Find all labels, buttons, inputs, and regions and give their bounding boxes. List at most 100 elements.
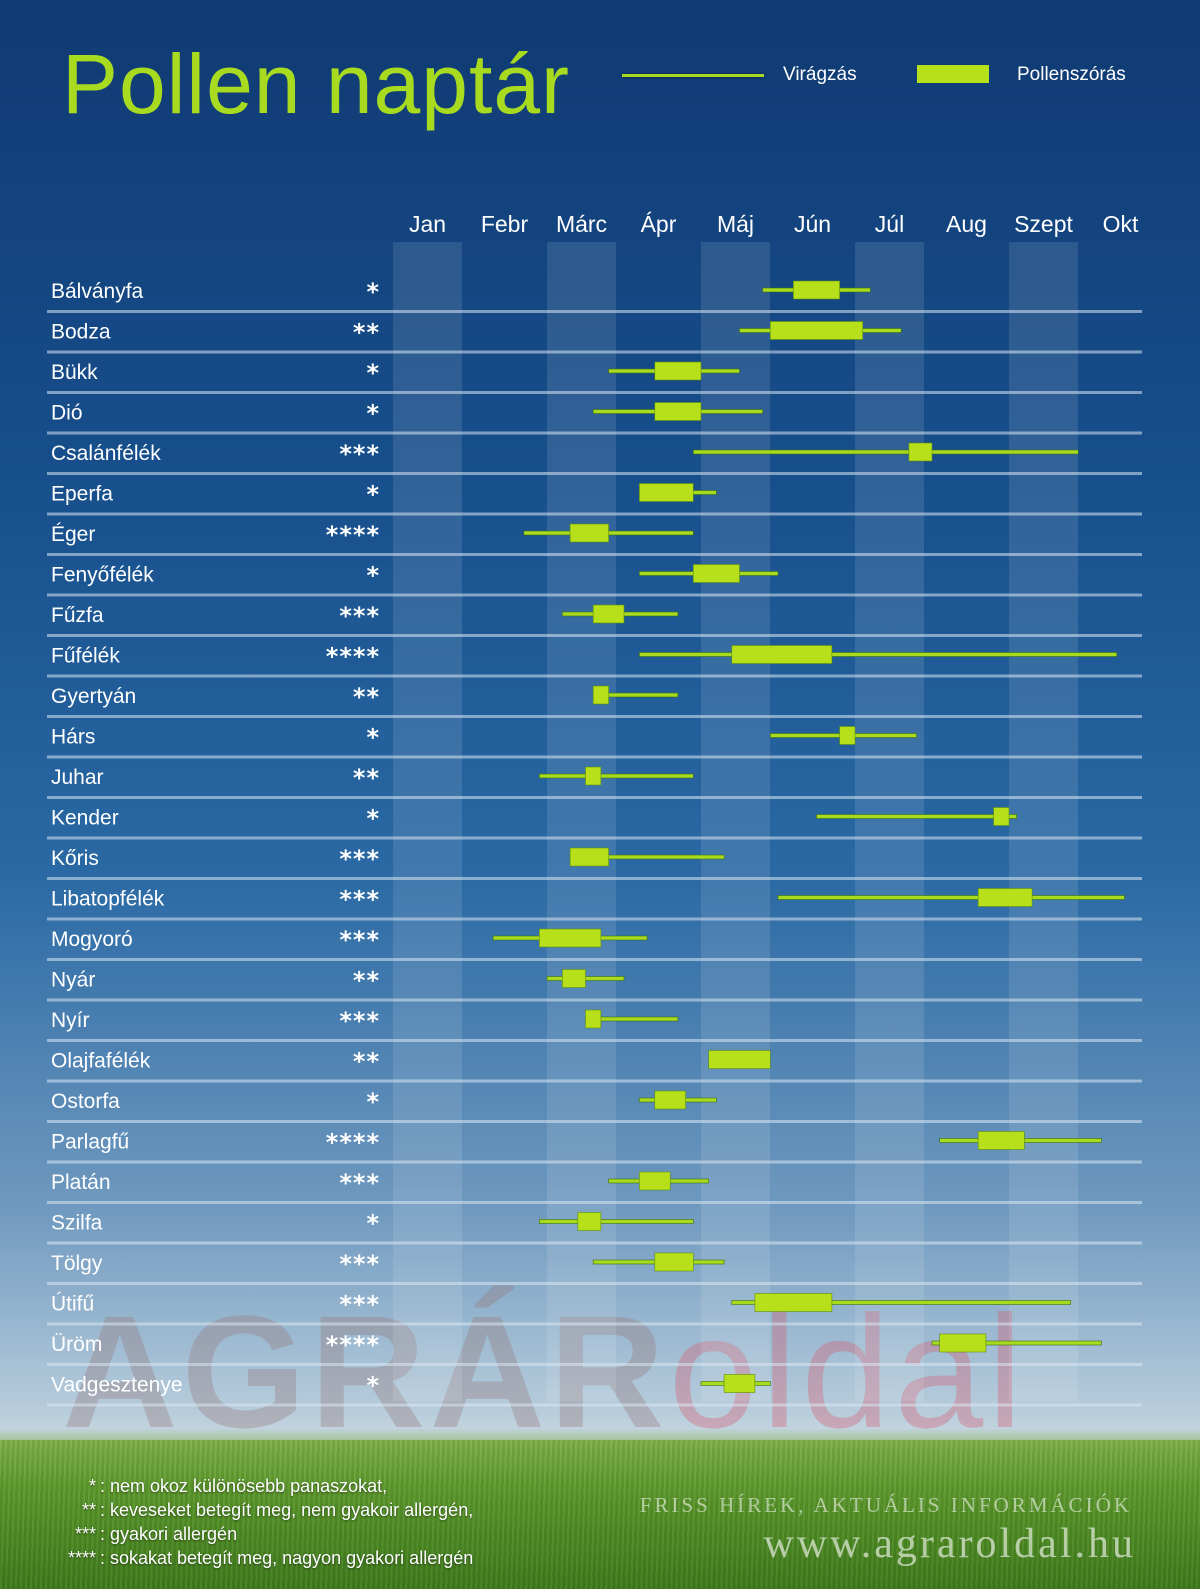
footnote-item: ****: sokakat betegít meg, nagyon gyakor… <box>67 1548 474 1568</box>
pollen-bar <box>654 402 702 421</box>
plant-name: Bálványfa <box>51 280 144 303</box>
pollen-calendar-chart: Jan Febr Márc Ápr Máj Jún Júl Aug Szept Okt Bálván… <box>47 211 1142 1407</box>
row-separator <box>47 350 1142 354</box>
pollen-bar <box>639 483 694 502</box>
flowering-line <box>931 1340 1102 1346</box>
page-title: Pollen naptár <box>62 37 571 131</box>
flowering-line <box>777 895 1125 900</box>
row-separator <box>47 1079 1142 1083</box>
plant-name: Nyír <box>51 1009 90 1032</box>
plant-name: Szilfa <box>51 1212 103 1235</box>
allergy-rating: * <box>366 1372 380 1400</box>
allergy-rating: **** <box>326 1331 380 1359</box>
flowering-line <box>816 814 1017 819</box>
row-separator <box>47 512 1142 516</box>
flowering-line <box>731 1300 1071 1305</box>
footnote-item: *: nem okoz különösebb panaszokat, <box>88 1476 388 1496</box>
row-separator <box>47 1160 1142 1164</box>
pollen-bar <box>839 726 856 745</box>
legend-pollen-label: Pollenszórás <box>1017 64 1126 85</box>
month-label: Máj <box>717 211 754 237</box>
legend-flowering-swatch <box>622 74 764 77</box>
row-separator <box>47 431 1142 435</box>
plant-name: Nyár <box>51 969 95 992</box>
plant-name: Olajfafélék <box>51 1050 151 1073</box>
row-separator <box>47 553 1142 556</box>
row-separator <box>47 472 1142 475</box>
pollen-bar <box>723 1374 756 1393</box>
plant-name: Gyertyán <box>51 685 136 708</box>
footnote-item: **: keveseket betegít meg, nem gyakoir a… <box>81 1500 474 1520</box>
allergy-rating: *** <box>339 926 380 954</box>
row-separator <box>47 796 1142 799</box>
allergy-rating: * <box>366 359 380 387</box>
row-separator <box>47 1322 1142 1326</box>
row-separator <box>47 1201 1142 1204</box>
plant-name: Mogyoró <box>51 928 133 951</box>
plant-name: Parlagfű <box>51 1131 129 1154</box>
footer-slogan: FRISS HÍREK, AKTUÁLIS INFORMÁCIÓK <box>639 1493 1132 1517</box>
flowering-line <box>639 652 1118 657</box>
row-separator <box>47 391 1142 394</box>
pollen-bar <box>577 1212 602 1231</box>
row-separator <box>47 1120 1142 1123</box>
plant-name: Dió <box>51 402 83 425</box>
plant-name: Útifű <box>51 1293 94 1316</box>
row-separator <box>47 1241 1142 1245</box>
month-label: Márc <box>556 211 607 237</box>
row-separator <box>47 634 1142 637</box>
pollen-bar <box>769 321 863 340</box>
month-label: Ápr <box>641 211 677 237</box>
flowering-line <box>538 773 694 779</box>
footnote-item: ***: gyakori allergén <box>74 1524 238 1544</box>
month-band <box>393 242 462 1402</box>
allergy-rating: * <box>366 805 380 833</box>
allergy-rating: **** <box>326 1129 380 1157</box>
plant-name: Libatopfélék <box>51 888 165 911</box>
row-separator <box>47 1363 1142 1366</box>
pollen-bar <box>977 1131 1025 1150</box>
plant-name: Eperfa <box>51 483 113 506</box>
allergy-rating: * <box>366 278 380 306</box>
legend-flowering-label: Virágzás <box>783 64 857 85</box>
pollen-bar <box>654 361 702 381</box>
row-separator <box>47 310 1142 313</box>
pollen-bar <box>654 1252 694 1272</box>
pollen-bar <box>754 1293 833 1312</box>
row-separator <box>47 715 1142 718</box>
flowering-line <box>538 1219 694 1224</box>
month-label: Júl <box>875 211 904 237</box>
plant-name: Éger <box>51 523 95 546</box>
allergy-rating: ** <box>353 683 380 711</box>
allergy-rating: * <box>366 724 380 752</box>
pollen-bar <box>585 766 602 786</box>
legend-pollen-swatch <box>917 65 989 83</box>
month-band <box>547 242 616 1402</box>
allergy-rating: ** <box>353 1048 380 1076</box>
rating-footnotes: *: nem okoz különösebb panaszokat, **: k… <box>50 1474 473 1570</box>
row-separator <box>47 1403 1142 1407</box>
watermark-logo: AGRÁRoldal <box>62 1282 1027 1461</box>
allergy-rating: *** <box>339 886 380 914</box>
plant-name: Csalánfélék <box>51 442 161 465</box>
pollen-bar <box>977 888 1033 907</box>
allergy-rating: *** <box>339 1007 380 1035</box>
pollen-bar <box>731 645 833 664</box>
row-separator <box>47 877 1142 880</box>
flowering-line <box>692 449 1079 455</box>
month-label: Jún <box>794 211 831 237</box>
plant-name: Hárs <box>51 726 95 749</box>
footer-url: www.agraroldal.hu <box>763 1521 1136 1567</box>
allergy-rating: *** <box>339 602 380 630</box>
plant-name: Fenyőfélék <box>51 564 154 587</box>
row-separator <box>47 1282 1142 1285</box>
pollen-bar <box>939 1333 987 1353</box>
pollen-bar <box>993 807 1010 826</box>
allergy-rating: *** <box>339 440 380 468</box>
plant-name: Bükk <box>51 361 98 384</box>
plant-name: Tölgy <box>51 1252 103 1275</box>
month-band <box>701 242 770 1402</box>
pollen-bar <box>592 604 625 624</box>
row-separator <box>47 836 1142 840</box>
row-separator <box>47 958 1142 961</box>
